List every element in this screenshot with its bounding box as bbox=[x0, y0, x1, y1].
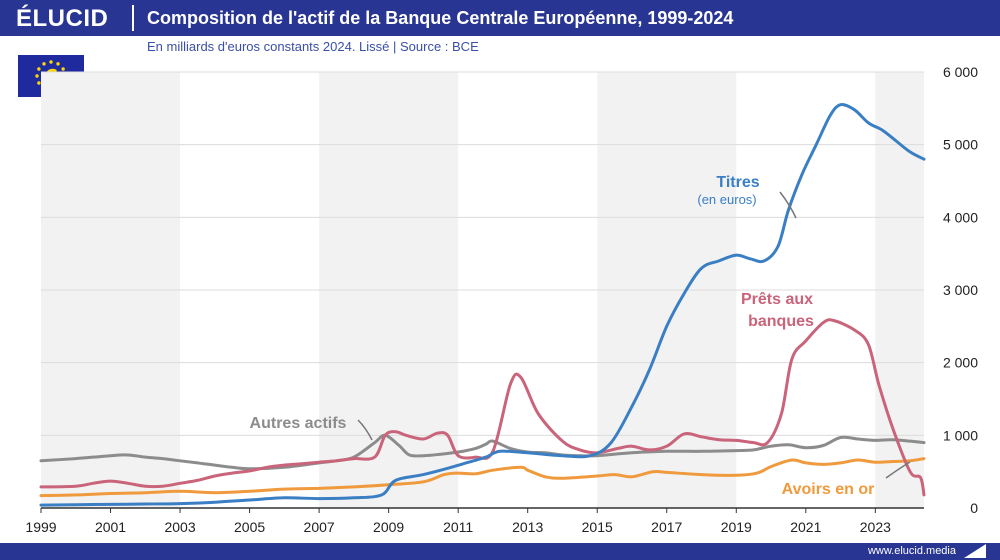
x-tick-label: 2017 bbox=[651, 519, 682, 535]
x-tick-label: 2021 bbox=[790, 519, 821, 535]
x-tick-label: 2003 bbox=[164, 519, 195, 535]
header-divider bbox=[132, 5, 134, 31]
x-tick-label: 2023 bbox=[860, 519, 891, 535]
x-tick-label: 2015 bbox=[582, 519, 613, 535]
footer-url[interactable]: www.elucid.media bbox=[867, 545, 956, 557]
x-tick-label: 2007 bbox=[304, 519, 335, 535]
y-tick-label: 5 000 bbox=[943, 137, 978, 153]
series-line-titres bbox=[39, 103, 926, 507]
series-label-avoirs-or: Avoirs en or bbox=[782, 481, 875, 498]
leader-line-avoirs-or bbox=[885, 461, 911, 479]
series-sublabel-titres: (en euros) bbox=[697, 192, 756, 207]
series-label-titres: Titres bbox=[716, 174, 759, 191]
y-tick-label: 6 000 bbox=[943, 64, 978, 80]
series-label-prets-line1: Prêts aux bbox=[741, 291, 813, 308]
x-tick-label: 2001 bbox=[95, 519, 126, 535]
header-bar: ÉLUCID Composition de l'actif de la Banq… bbox=[0, 0, 1000, 36]
elucid-mark-icon bbox=[964, 544, 986, 558]
x-tick-label: 2009 bbox=[373, 519, 404, 535]
x-tick-label: 2013 bbox=[512, 519, 543, 535]
chart-subtitle: En milliards d'euros constants 2024. Lis… bbox=[147, 39, 479, 54]
series-line-prets-aux-banques bbox=[39, 318, 926, 497]
leader-line-autres-actifs bbox=[357, 419, 373, 441]
y-tick-label: 3 000 bbox=[943, 282, 978, 298]
series-line-autres-actifs bbox=[39, 433, 926, 471]
x-tick-label: 2019 bbox=[721, 519, 752, 535]
series-label-prets-line2: banques bbox=[748, 313, 814, 330]
footer-bar: www.elucid.media bbox=[0, 543, 1000, 560]
x-tick-label: 2005 bbox=[234, 519, 265, 535]
series-label-autres-actifs: Autres actifs bbox=[250, 415, 347, 432]
series-line-avoirs-en-or bbox=[39, 457, 926, 498]
y-tick-label: 4 000 bbox=[943, 209, 978, 225]
brand-logo: ÉLUCID bbox=[16, 5, 109, 32]
leader-line-titres bbox=[779, 191, 797, 219]
chart-title: Composition de l'actif de la Banque Cent… bbox=[147, 8, 734, 28]
x-tick-label: 2011 bbox=[443, 519, 473, 535]
y-tick-label: 0 bbox=[970, 500, 978, 516]
y-tick-label: 2 000 bbox=[943, 355, 978, 371]
y-tick-label: 1 000 bbox=[943, 427, 978, 443]
x-tick-label: 1999 bbox=[25, 519, 56, 535]
